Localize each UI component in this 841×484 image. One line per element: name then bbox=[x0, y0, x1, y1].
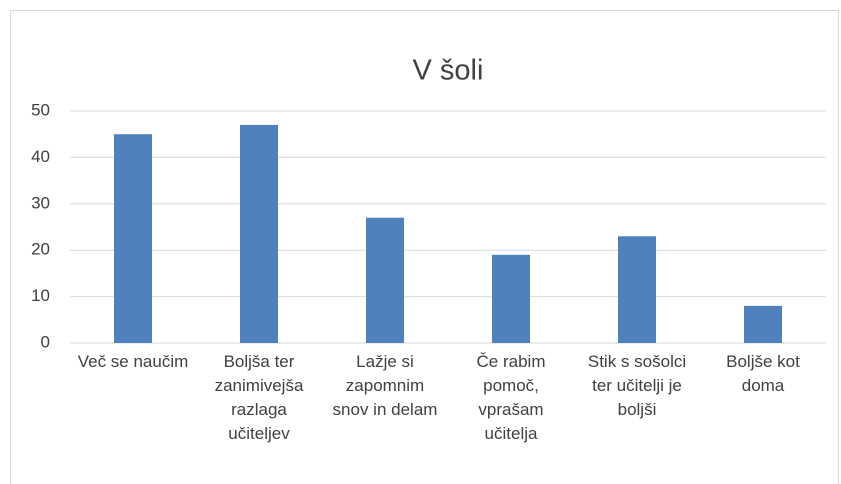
bar bbox=[492, 254, 530, 343]
x-tick-label: Več se naučim bbox=[77, 352, 189, 371]
y-tick-label: 30 bbox=[31, 193, 50, 212]
y-tick-label: 20 bbox=[31, 240, 50, 259]
x-tick-label: Stik s sošolci ter učitelji je boljši bbox=[587, 352, 687, 419]
y-tick-label: 40 bbox=[31, 147, 50, 166]
y-tick-label: 0 bbox=[41, 332, 50, 351]
chart-title: V šoli bbox=[413, 55, 484, 87]
x-tick-label: Lažje si zapomnim snov in delam bbox=[332, 352, 438, 419]
bar bbox=[744, 305, 782, 343]
bar bbox=[240, 124, 278, 343]
x-tick-label: Boljša ter zanimivejša razlaga učiteljev bbox=[214, 352, 304, 443]
bar bbox=[114, 134, 152, 343]
bar bbox=[618, 236, 656, 343]
bar bbox=[366, 217, 404, 343]
y-tick-label: 10 bbox=[31, 286, 50, 305]
y-tick-label: 50 bbox=[31, 100, 50, 119]
x-tick-label: Če rabim pomoč, vprašam učitelja bbox=[476, 352, 546, 443]
x-tick-label: Boljše kot doma bbox=[726, 352, 800, 395]
